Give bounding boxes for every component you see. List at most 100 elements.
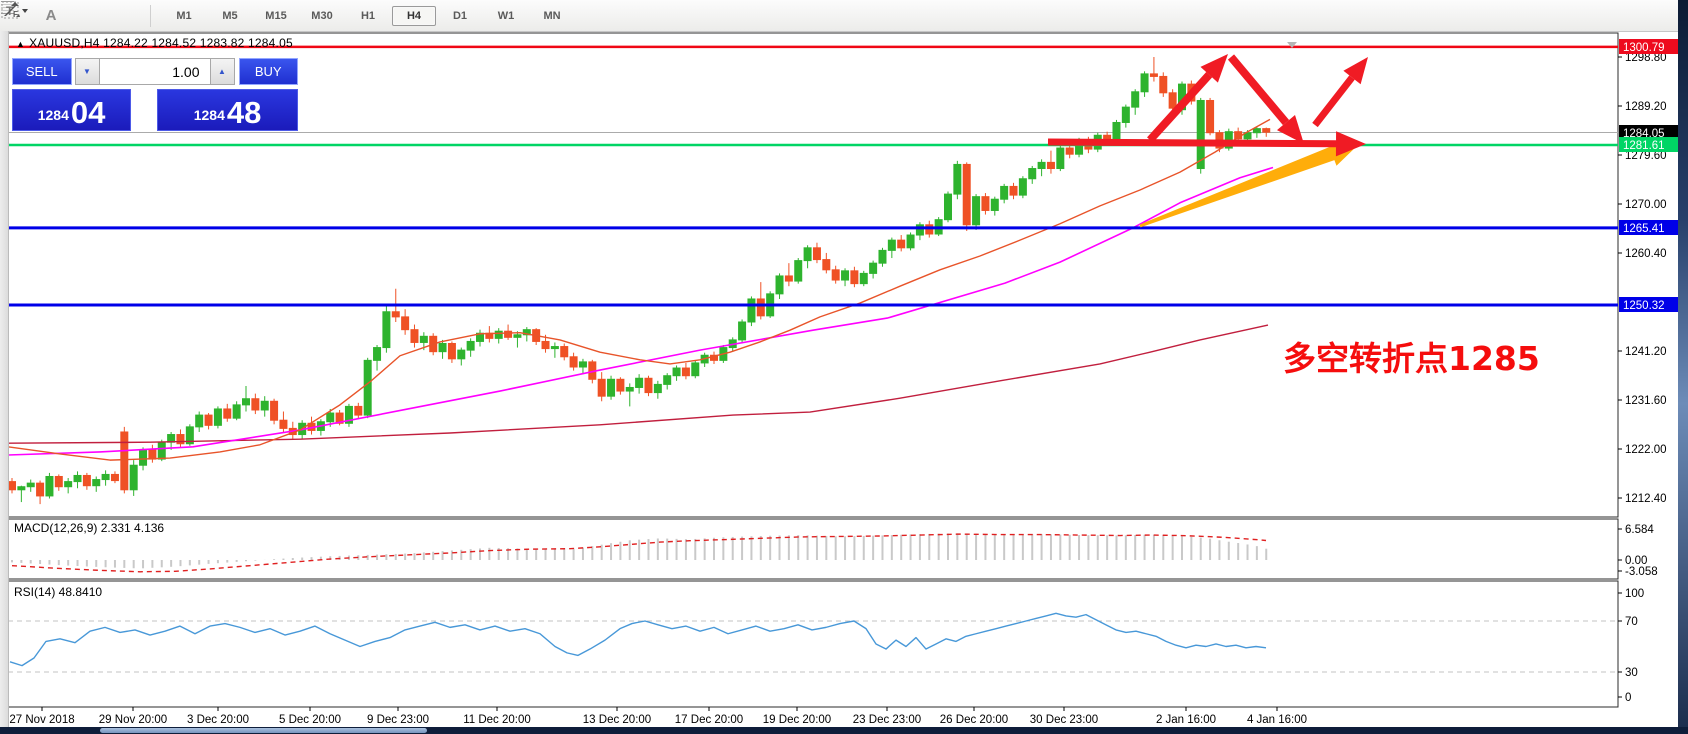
time-axis-label[interactable]: 5 Dec 20:00 [279, 714, 341, 726]
time-axis-label[interactable]: 13 Dec 20:00 [583, 714, 651, 726]
rsi-axis-label: 0 [1625, 692, 1631, 704]
candle-body [139, 449, 148, 466]
cursor-tool-icon[interactable] [4, 2, 136, 28]
text-label-icon[interactable]: A [45, 7, 57, 24]
impulse-up-arrow-shaft[interactable] [1147, 72, 1213, 143]
timeframe-button-w1[interactable]: W1 [497, 9, 515, 22]
candle-body [110, 473, 119, 482]
candle-body [354, 405, 363, 416]
turning-point-annotation: 多空转折点1285 [1283, 339, 1540, 378]
candle-body [73, 474, 82, 483]
candle-body [213, 408, 222, 426]
time-axis-label[interactable]: 17 Dec 20:00 [675, 714, 743, 726]
support-right-arrow-head[interactable] [1335, 131, 1366, 157]
timeframe-button-m15[interactable]: M15 [265, 9, 287, 22]
candle-body [82, 474, 91, 487]
time-axis-label[interactable]: 9 Dec 23:00 [367, 714, 429, 726]
candle-body [1159, 75, 1168, 94]
sell-button[interactable]: SELL [12, 58, 72, 85]
ma-fast-line [7, 118, 1271, 461]
buy-button[interactable]: BUY [238, 58, 298, 85]
timeframe-button-m5[interactable]: M5 [222, 9, 238, 22]
candle-body [625, 386, 634, 392]
collapse-triangle-icon[interactable]: ▲ [16, 39, 26, 49]
candle-body [466, 340, 475, 351]
timeframe-button-m30[interactable]: M30 [311, 9, 333, 22]
time-axis-label[interactable]: 19 Dec 20:00 [763, 714, 831, 726]
candle-body [635, 377, 644, 388]
timeframe-button-mn[interactable]: MN [543, 9, 561, 22]
candle-body [607, 378, 616, 397]
bottom-scroll-thumb[interactable] [100, 728, 427, 733]
scroll-end-marker-icon[interactable] [1287, 42, 1297, 48]
rsi-axis-label: 30 [1625, 667, 1638, 679]
candle-body [419, 335, 428, 343]
volume-decrease-button[interactable]: ▼ [74, 58, 100, 85]
candle-body [681, 367, 690, 377]
pullback-down-arrow-shaft[interactable] [1227, 54, 1290, 126]
buy-price-display[interactable]: 1284 48 [157, 89, 298, 131]
price-badge-1250.32 [1619, 297, 1679, 312]
time-axis-label[interactable]: 4 Jan 16:00 [1247, 714, 1307, 726]
candle-body [335, 412, 344, 424]
time-axis-label[interactable]: 27 Nov 2018 [9, 714, 74, 726]
macd-signal-line [11, 533, 1267, 573]
candle-body [1018, 178, 1027, 196]
candle-body [522, 329, 531, 336]
candle-body [26, 482, 35, 488]
candle-body [906, 234, 915, 249]
volume-input[interactable]: 1.00 [99, 58, 210, 85]
candle-body [616, 378, 625, 392]
candle-body [597, 378, 606, 397]
price-badge-label: 1281.61 [1623, 140, 1665, 152]
timeframe-button-m1[interactable]: M1 [176, 9, 192, 22]
time-axis-label[interactable]: 23 Dec 23:00 [853, 714, 921, 726]
time-axis-label[interactable]: 29 Nov 20:00 [99, 714, 167, 726]
candle-body [270, 400, 279, 421]
candle-body [869, 262, 878, 274]
bottom-scroll-track[interactable] [0, 727, 1688, 734]
time-axis-label[interactable]: 11 Dec 20:00 [463, 714, 531, 726]
time-axis-label[interactable]: 2 Jan 16:00 [1156, 714, 1216, 726]
macd-axis-label: 0.00 [1625, 555, 1647, 567]
candle-body [447, 342, 456, 360]
rsi-axis-label: 100 [1625, 588, 1644, 600]
price-axis-label: 1289.20 [1625, 101, 1667, 113]
candle-body [672, 367, 681, 377]
time-axis-label[interactable]: 26 Dec 20:00 [940, 714, 1008, 726]
pullback-down-arrow-head[interactable] [1276, 114, 1304, 144]
candle-body [157, 441, 166, 460]
price-axis-label: 1212.40 [1625, 493, 1667, 505]
price-axis-label: 1222.00 [1625, 444, 1667, 456]
candle-body [887, 239, 896, 251]
rsi-panel [7, 580, 1619, 708]
forecast-up-arrow-head[interactable] [1343, 57, 1368, 85]
candle-body [981, 196, 990, 211]
trend-support-arrow-annotation[interactable] [1139, 141, 1361, 228]
volume-increase-button[interactable]: ▲ [209, 58, 235, 85]
candle-body [663, 375, 672, 385]
timeframe-button-h1[interactable]: H1 [360, 9, 376, 22]
buy-price-big: 48 [226, 95, 262, 130]
candle-body [850, 270, 859, 285]
candle-body [541, 340, 550, 350]
candle-body [101, 473, 110, 481]
macd-panel [7, 518, 1619, 580]
impulse-up-arrow-head[interactable] [1200, 54, 1228, 83]
timeframe-button-h4[interactable]: H4 [392, 5, 436, 26]
sell-price-display[interactable]: 1284 04 [12, 89, 132, 131]
right-scroll-strip[interactable] [1678, 0, 1688, 734]
candle-body [859, 272, 868, 285]
candle-body [326, 412, 335, 423]
support-right-arrow-shaft[interactable] [1047, 138, 1337, 148]
candle-body [990, 198, 999, 211]
time-axis-label[interactable]: 30 Dec 23:00 [1030, 714, 1098, 726]
price-badge-label: 1300.79 [1623, 42, 1665, 54]
candle-body [944, 193, 952, 221]
timeframe-button-d1[interactable]: D1 [452, 9, 468, 22]
time-axis-label[interactable]: 3 Dec 20:00 [187, 714, 249, 726]
macd-axis-label: 6.584 [1625, 524, 1654, 536]
forecast-up-arrow-shaft[interactable] [1312, 75, 1355, 128]
